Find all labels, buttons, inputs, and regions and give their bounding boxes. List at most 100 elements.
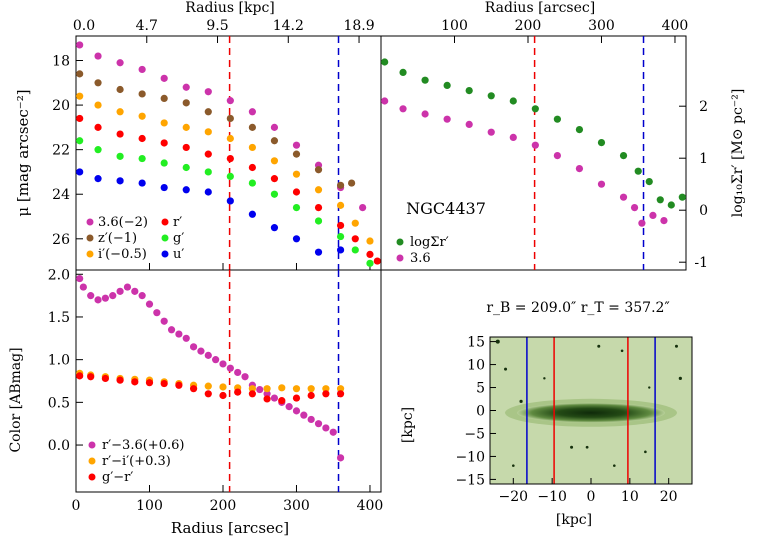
sb-point-i36 [116,59,124,67]
sb-point-r [160,139,168,147]
md-point-i36 [619,193,628,201]
foreground-star [620,349,624,353]
sb-legend-marker [161,218,169,226]
col-y-tick-label: 0.0 [48,438,70,454]
md-legend-marker [396,254,404,262]
sb-y-tick-label: 24 [52,187,70,203]
col-point-i36 [153,309,161,317]
sb-point-u [270,224,279,232]
col-legend-marker [88,441,96,449]
md-point-i36 [421,110,429,118]
sb-point-z [138,90,146,98]
col-point-r [336,390,345,398]
col-point-i [322,385,330,393]
md-legend-label: 3.6 [410,251,431,266]
md-point-mass [634,167,642,175]
sb-point-i [270,157,279,165]
col-point-i36 [314,420,323,428]
sb-legend-marker [86,234,94,242]
md-y2-tick-label: 0 [699,203,708,219]
col-legend-marker [88,457,96,465]
foreground-star [504,367,508,371]
sb-point-u [160,183,168,192]
surface-brightness-panel: 0.0 4.7 9.5 14.2 18.9 18 20 22 24 26 Radius [kpc] μ… [14,0,382,271]
md-point-mass [575,126,584,134]
md-y-label: log₁₀Σr′ [M⊙ pc⁻²] [730,89,746,218]
sb-point-i [314,186,323,194]
image-y-tick-label: −15 [455,472,485,488]
col-point-i [336,385,345,393]
sb-point-r [292,188,301,196]
col-point-r [263,395,271,403]
col-y-label: Color [ABmag] [8,347,24,452]
foreground-star [613,464,616,467]
md-point-i36 [509,133,517,141]
md-point-mass [619,152,628,160]
sb-point-z [336,181,345,189]
col-point-i36 [197,347,205,355]
md-point-i36 [399,105,407,113]
break-radii-label: r_B = 209.0″ r_T = 357.2″ [486,300,669,316]
sb-legend-label: u′ [173,247,184,262]
sb-x2-tick-label: 0.0 [73,18,95,34]
sb-point-z [270,137,279,145]
sb-legend-label: r′ [173,215,182,230]
col-x-tick-label: 200 [210,498,237,514]
sb-legend-label: i′(−0.5) [98,247,147,262]
sb-y-tick-label: 26 [52,232,70,248]
sb-y-tick-label: 18 [52,54,70,70]
col-y-tick-label: 1.0 [48,353,70,369]
col-x-tick-label: 100 [136,498,163,514]
col-x-tick-label: 400 [357,498,384,514]
sb-point-g [314,217,323,225]
md-point-mass [597,139,606,147]
col-point-r [204,390,212,398]
sb-point-r [366,250,374,258]
sb-point-u [94,175,102,183]
image-y-tick-label: −10 [455,449,485,465]
col-point-i36 [270,394,279,402]
image-x-tick-label: −10 [537,489,567,505]
col-point-r [175,381,183,389]
col-point-i36 [116,287,124,295]
md-point-mass [667,201,675,209]
color-panel: 0 100 200 300 400 0.0 0.5 1.0 1.5 2.0 Radius [arcs… [8,267,383,537]
col-point-i36 [79,283,87,291]
sb-point-i36 [248,108,256,116]
sb-x2-label: Radius [kpc] [185,0,275,16]
sb-point-i [336,201,345,209]
md-y2-tick-label: 1 [699,151,708,167]
col-point-i36 [138,292,146,300]
col-point-i36 [300,411,308,419]
sb-point-i [366,237,374,245]
col-point-i [219,383,227,391]
col-point-r [307,391,315,400]
sb-point-z [226,114,234,123]
sb-point-r [351,235,359,243]
col-point-i36 [109,292,117,300]
sb-point-z [248,123,256,131]
col-point-i36 [131,287,139,295]
sb-point-r [270,175,279,183]
sb-legend-marker [161,250,169,258]
sb-point-r [314,204,323,212]
sb-point-z [348,179,356,187]
sb-point-u [292,235,301,243]
col-y-tick-label: 0.5 [48,395,70,411]
col-point-i36 [219,360,227,368]
col-point-r [116,376,124,384]
col-point-i36 [204,351,212,359]
sb-point-i36 [270,123,279,131]
sb-point-i36 [226,97,234,105]
col-legend-label: g′−r′ [102,470,133,485]
sb-point-i [94,101,102,109]
sb-point-z [76,70,84,78]
sb-point-u [314,248,323,256]
sb-point-i36 [359,204,367,212]
col-point-i36 [256,385,264,394]
image-x-tick-label: 20 [660,489,678,505]
foreground-star [678,376,682,380]
sb-point-r [226,154,234,163]
col-point-i [204,382,212,390]
